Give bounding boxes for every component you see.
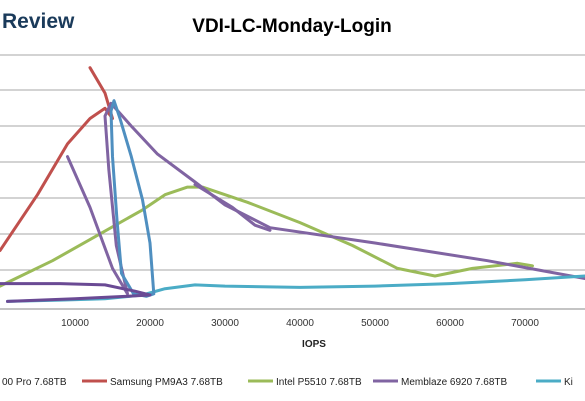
series-layer <box>0 66 585 303</box>
x-tick-label-2: 30000 <box>211 318 239 329</box>
x-tick-label-6: 70000 <box>511 318 539 329</box>
gridlines <box>0 54 585 271</box>
series-line-3 <box>66 101 585 296</box>
legend-label-4: Ki <box>564 377 573 388</box>
legend-label-0: 00 Pro 7.68TB <box>2 377 67 388</box>
series-line-1 <box>0 66 114 253</box>
series-line-7 <box>0 282 152 303</box>
x-tick-label-0: 10000 <box>61 318 89 329</box>
legend-label-1: Samsung PM9A3 7.68TB <box>110 377 223 388</box>
x-tick-label-4: 50000 <box>361 318 389 329</box>
series-line-2 <box>0 185 534 288</box>
x-axis-ticks: 10000 20000 30000 40000 50000 60000 70000 <box>61 318 539 329</box>
x-axis-title: IOPS <box>302 339 326 350</box>
x-tick-label-5: 60000 <box>436 318 464 329</box>
series-line-6 <box>193 183 272 232</box>
brand-logo-text: Review <box>2 10 75 33</box>
legend-label-2: Intel P5510 7.68TB <box>276 377 362 388</box>
x-tick-label-3: 40000 <box>286 318 314 329</box>
legend: 00 Pro 7.68TB Samsung PM9A3 7.68TB Intel P… <box>2 377 573 388</box>
series-line-5 <box>109 99 156 298</box>
chart-title: VDI-LC-Monday-Login <box>192 16 391 37</box>
legend-label-3: Memblaze 6920 7.68TB <box>401 377 508 388</box>
x-tick-label-1: 20000 <box>136 318 164 329</box>
